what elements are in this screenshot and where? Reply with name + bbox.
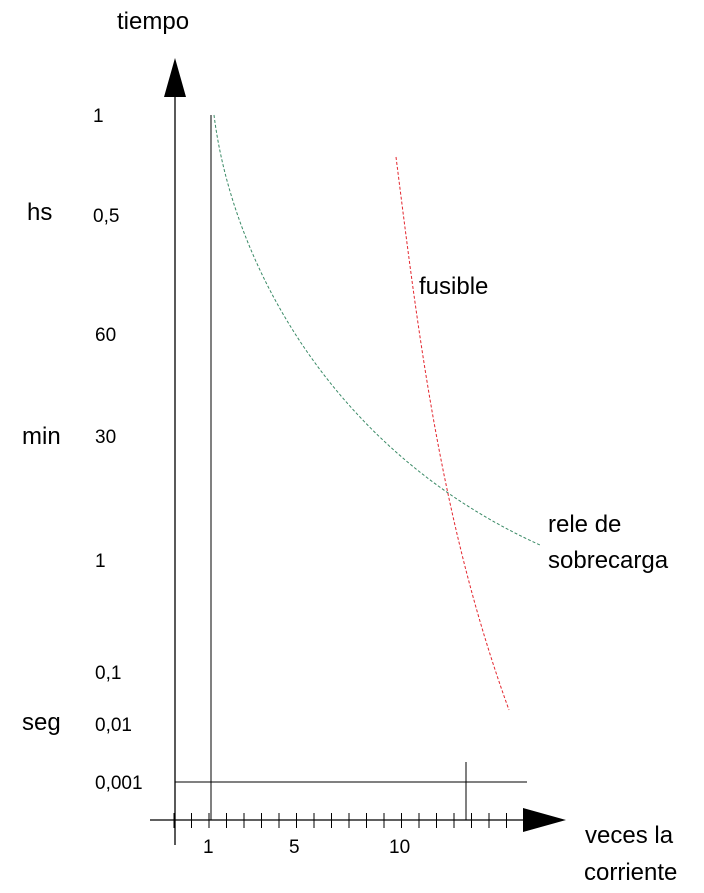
x-axis-title-line-1: veces la xyxy=(585,822,674,849)
x-tick-label: 10 xyxy=(389,837,410,858)
y-axis-arrowhead xyxy=(164,58,186,97)
relay-label-line-1: rele de xyxy=(548,511,621,538)
fuse-curve xyxy=(395,156,510,711)
x-tick-marks xyxy=(173,813,507,828)
y-unit-hours: hs xyxy=(27,199,52,226)
x-tick-label: 5 xyxy=(289,837,300,858)
y-tick-label: 0,1 xyxy=(95,663,121,684)
y-unit-minutes: min xyxy=(22,423,61,450)
y-tick-label: 1 xyxy=(95,551,106,572)
x-axis-arrowhead xyxy=(523,808,566,832)
y-tick-label: 60 xyxy=(95,325,116,346)
y-unit-seconds: seg xyxy=(22,709,61,736)
y-tick-label: 0,001 xyxy=(95,773,143,794)
y-tick-label: 30 xyxy=(95,427,116,448)
x-tick-labels: 1 5 10 xyxy=(203,837,410,858)
reference-lines xyxy=(175,115,527,820)
axes xyxy=(150,58,566,845)
relay-label-line-2: sobrecarga xyxy=(548,547,669,574)
fuse-label: fusible xyxy=(419,273,488,300)
y-axis-title: tiempo xyxy=(117,8,189,35)
y-tick-label: 1 xyxy=(93,106,104,127)
y-tick-label: 0,01 xyxy=(95,715,132,736)
x-tick-label: 1 xyxy=(203,837,214,858)
y-tick-labels: 1 0,5 60 30 1 0,1 0,01 0,001 xyxy=(93,106,143,794)
x-axis-title-line-2: corriente xyxy=(584,859,677,886)
y-tick-label: 0,5 xyxy=(93,206,119,227)
overload-relay-curve xyxy=(213,114,541,546)
